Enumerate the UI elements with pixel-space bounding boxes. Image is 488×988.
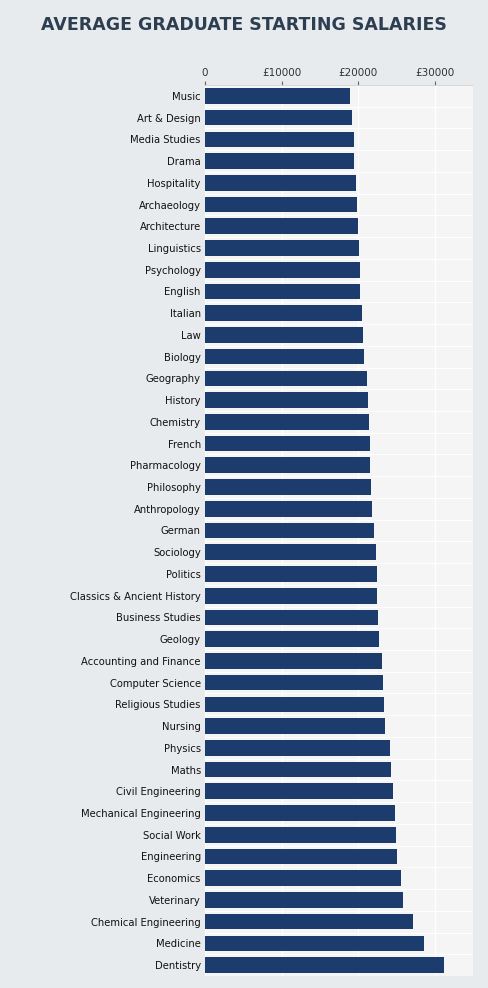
Bar: [205, 349, 364, 365]
Bar: [205, 566, 377, 582]
Bar: [205, 805, 395, 821]
Bar: [205, 131, 353, 147]
Bar: [205, 957, 444, 973]
Bar: [205, 218, 358, 234]
Bar: [205, 675, 384, 691]
Bar: [205, 697, 384, 712]
Bar: [205, 262, 360, 278]
Bar: [205, 305, 362, 321]
Bar: [205, 284, 361, 299]
Bar: [205, 175, 356, 191]
Bar: [205, 740, 389, 756]
Bar: [205, 870, 401, 886]
Bar: [205, 544, 376, 560]
Bar: [205, 501, 372, 517]
Bar: [205, 240, 359, 256]
Bar: [205, 479, 371, 495]
Bar: [205, 414, 369, 430]
Bar: [205, 936, 424, 951]
Bar: [205, 110, 352, 125]
Bar: [205, 827, 396, 843]
Bar: [205, 88, 350, 104]
Text: AVERAGE GRADUATE STARTING SALARIES: AVERAGE GRADUATE STARTING SALARIES: [41, 16, 447, 34]
Bar: [205, 523, 374, 538]
Bar: [205, 153, 354, 169]
Bar: [205, 631, 379, 647]
Bar: [205, 370, 366, 386]
Bar: [205, 610, 378, 625]
Bar: [205, 436, 369, 452]
Bar: [205, 588, 377, 604]
Bar: [205, 914, 412, 930]
Bar: [205, 327, 363, 343]
Bar: [205, 197, 357, 212]
Bar: [205, 718, 385, 734]
Bar: [205, 457, 370, 473]
Bar: [205, 892, 403, 908]
Bar: [205, 653, 382, 669]
Bar: [205, 849, 397, 864]
Bar: [205, 392, 368, 408]
Bar: [205, 783, 393, 799]
Bar: [205, 762, 391, 778]
